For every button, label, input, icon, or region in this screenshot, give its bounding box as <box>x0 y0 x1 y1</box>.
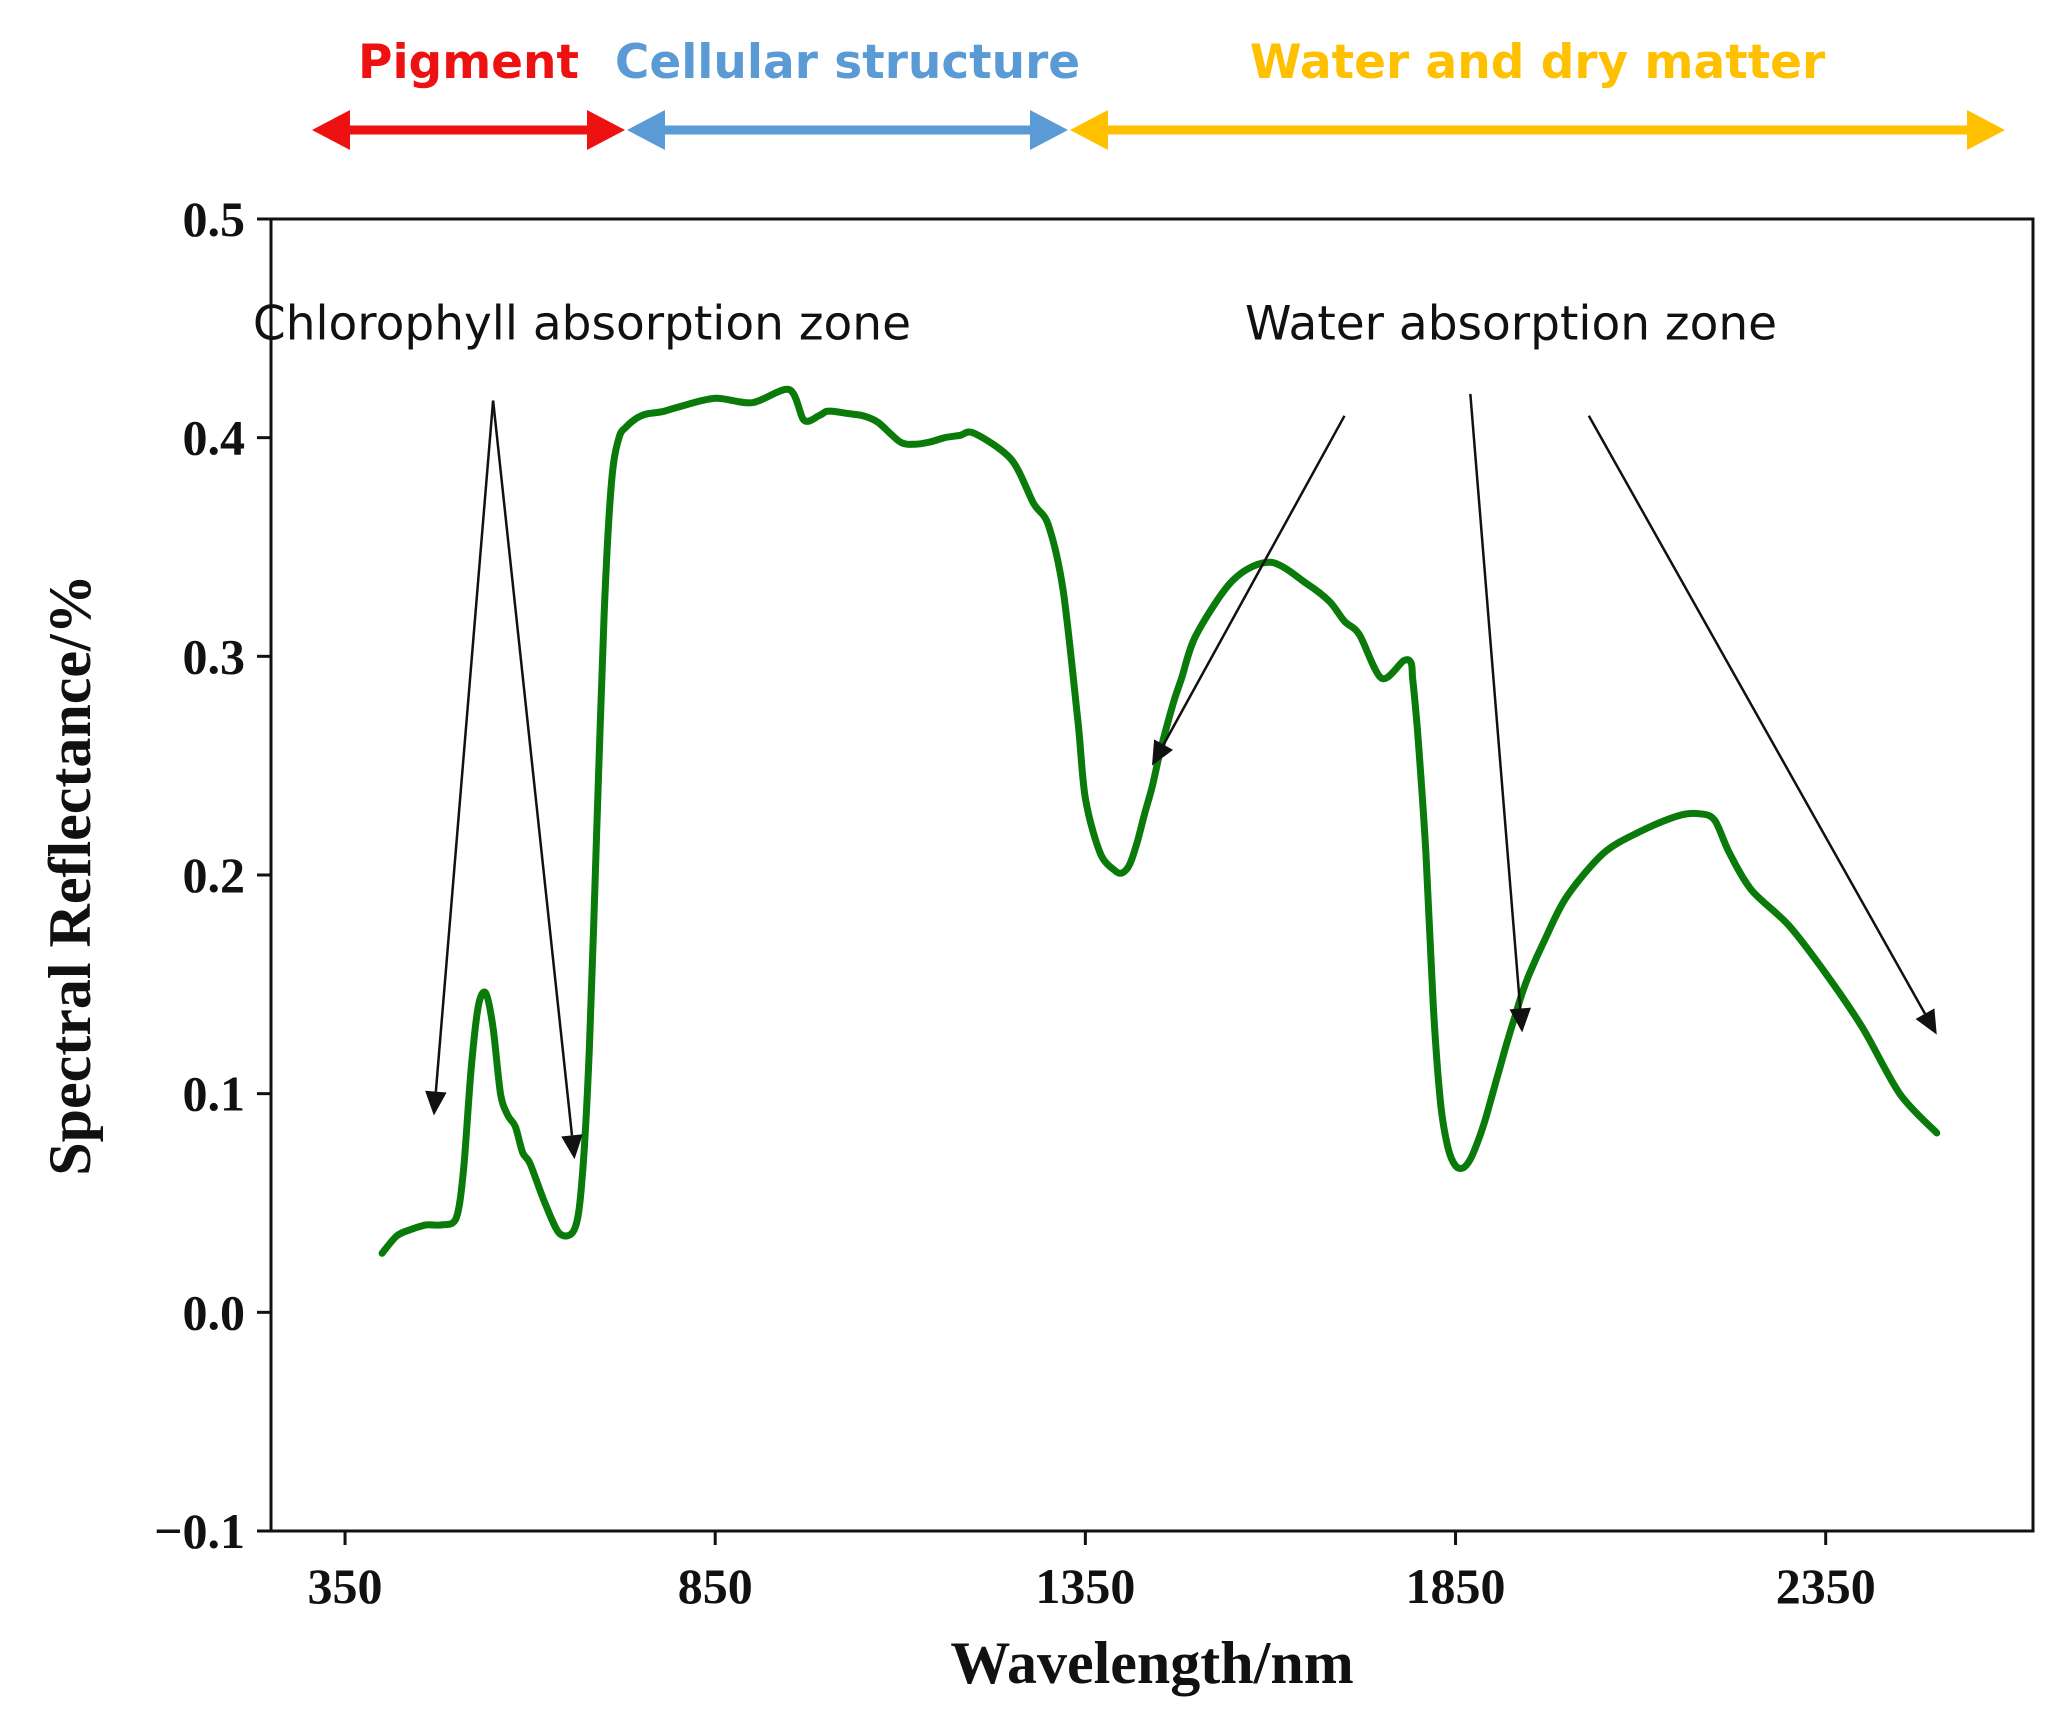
annotation-arrow <box>1152 415 1346 766</box>
region-label: Cellular structure <box>615 35 1080 90</box>
annotation-arrow <box>491 400 583 1160</box>
x-tick-label: 2350 <box>1776 1558 1876 1614</box>
y-tick-label: 0.4 <box>183 410 246 466</box>
annotation-label: Chlorophyll absorption zone <box>253 296 911 351</box>
axis-ticks: 350 850 1350 1850 2350 −0.1 0.0 0.1 0.2 0.3 0.4 0.5 <box>154 191 1876 1614</box>
x-tick-label: 850 <box>678 1558 753 1614</box>
x-axis-title: Wavelength/nm <box>950 1630 1353 1696</box>
annotation-arrow <box>425 400 495 1116</box>
annotation-arrow <box>1469 393 1531 1033</box>
region-arrow <box>1070 110 2005 150</box>
region-label: Water and dry matter <box>1250 35 1826 90</box>
annotations: Chlorophyll absorption zone Water absorpt… <box>253 296 1937 1160</box>
region-label: Pigment <box>358 35 579 90</box>
region-arrow <box>627 110 1068 150</box>
x-tick-label: 1350 <box>1035 1558 1135 1614</box>
y-tick-label: 0.2 <box>183 847 246 903</box>
y-tick-label: 0.3 <box>183 628 246 684</box>
y-tick-label: 0.1 <box>183 1066 246 1122</box>
y-tick-label: −0.1 <box>154 1503 245 1559</box>
data-series <box>378 385 1941 1257</box>
y-axis-title: Spectral Reflectance/% <box>37 574 103 1175</box>
spectral-regions: Pigment Cellular structure Water and dry m… <box>312 35 2005 150</box>
y-tick-label: 0.0 <box>183 1284 246 1340</box>
y-tick-label: 0.5 <box>183 191 246 247</box>
region-arrow <box>312 110 625 150</box>
reflectance-curve <box>378 385 1941 1257</box>
annotation-label: Water absorption zone <box>1245 296 1777 351</box>
annotation-arrow <box>1587 415 1937 1035</box>
plot-frame <box>269 217 2035 1533</box>
x-tick-label: 350 <box>308 1558 383 1614</box>
x-tick-label: 1850 <box>1406 1558 1506 1614</box>
